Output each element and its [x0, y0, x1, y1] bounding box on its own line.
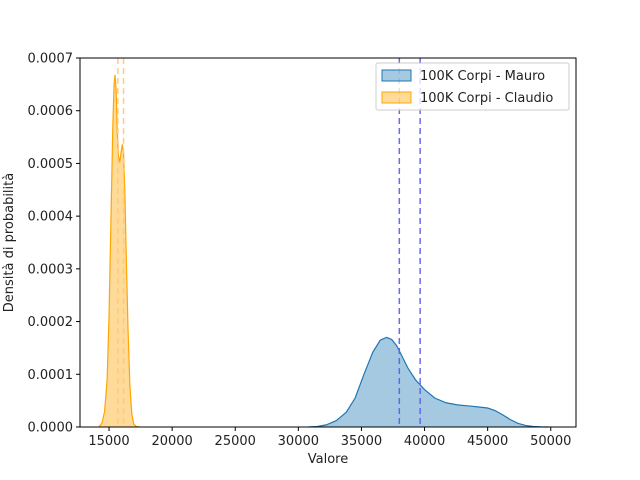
plot-frame	[79, 57, 577, 428]
y-axis-ticks: 0.0000 0.0001 0.0002 0.0003 0.0004 0.0005 0.00…	[28, 52, 80, 436]
x-tick-label: 35000	[341, 434, 382, 449]
x-tick-label: 45000	[467, 434, 508, 449]
x-tick-label: 15000	[88, 434, 129, 449]
x-axis-ticks: 15000 20000 25000 30000 35000 40000 45000 50000	[88, 427, 571, 449]
y-tick-label: 0.0001	[28, 368, 74, 383]
legend-label-mauro: 100K Corpi - Mauro	[420, 69, 545, 84]
density-line-0	[308, 336, 549, 428]
area-fill-0	[308, 337, 549, 427]
legend-label-claudio: 100K Corpi - Claudio	[420, 91, 553, 106]
legend: 100K Corpi - Mauro 100K Corpi - Claudio	[375, 62, 570, 111]
density-line-1	[98, 74, 140, 428]
mean-lines	[117, 58, 421, 427]
y-tick-label: 0.0005	[28, 157, 74, 172]
y-tick-label: 0.0004	[28, 210, 74, 225]
y-tick-label: 0.0007	[28, 52, 74, 67]
legend-swatch-claudio	[381, 91, 412, 104]
y-tick-label: 0.0002	[28, 315, 74, 330]
series-areas	[98, 74, 549, 428]
x-tick-label: 30000	[278, 434, 319, 449]
x-tick-label: 50000	[530, 434, 571, 449]
x-tick-label: 20000	[151, 434, 192, 449]
y-tick-label: 0.0000	[28, 421, 74, 436]
legend-box	[375, 62, 570, 111]
y-tick-label: 0.0003	[28, 262, 74, 277]
x-axis-label: Valore	[308, 452, 348, 467]
area-fill-1	[98, 74, 140, 428]
y-axis-label: Densità di probabilità	[2, 173, 17, 312]
y-tick-label: 0.0006	[28, 104, 74, 119]
x-tick-label: 40000	[404, 434, 445, 449]
x-tick-label: 25000	[215, 434, 256, 449]
legend-swatch-mauro	[381, 69, 412, 82]
